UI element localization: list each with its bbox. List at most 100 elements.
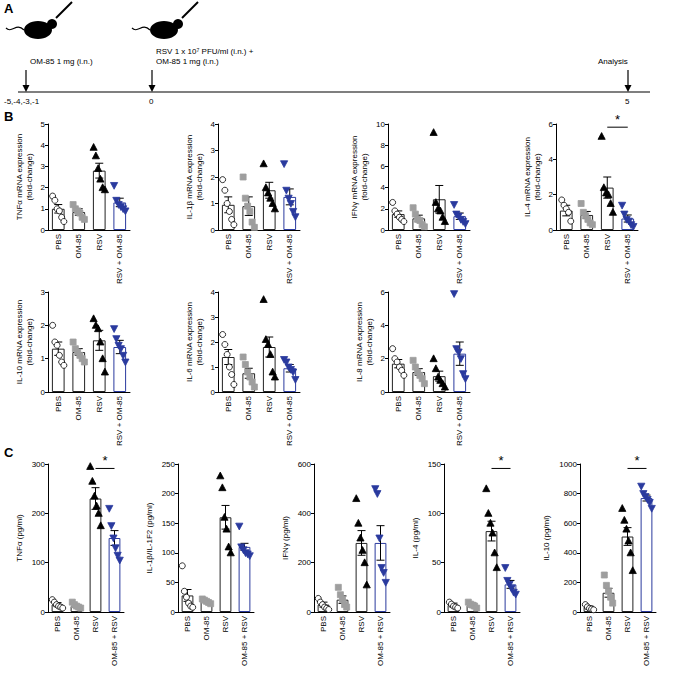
svg-text:*: * bbox=[102, 453, 107, 468]
svg-text:150: 150 bbox=[428, 460, 442, 469]
svg-text:0: 0 bbox=[149, 97, 154, 106]
svg-text:RSV: RSV bbox=[91, 615, 100, 632]
svg-text:TNFα (pg/ml): TNFα (pg/ml) bbox=[15, 514, 24, 562]
svg-text:800: 800 bbox=[564, 489, 578, 498]
svg-text:RSV + OM-85: RSV + OM-85 bbox=[285, 395, 294, 446]
svg-text:PBS: PBS bbox=[54, 234, 63, 250]
svg-text:OM-85: OM-85 bbox=[414, 395, 423, 420]
svg-text:1: 1 bbox=[211, 363, 216, 372]
svg-text:(fold-change): (fold-change) bbox=[533, 153, 542, 200]
svg-text:8: 8 bbox=[381, 141, 386, 150]
svg-text:200: 200 bbox=[32, 509, 46, 518]
svg-text:RSV: RSV bbox=[603, 233, 612, 250]
svg-text:4: 4 bbox=[381, 183, 386, 192]
svg-text:200: 200 bbox=[298, 558, 312, 567]
svg-text:PBS: PBS bbox=[449, 616, 458, 632]
svg-text:OM-85: OM-85 bbox=[74, 395, 83, 420]
svg-text:(fold-change): (fold-change) bbox=[25, 318, 34, 365]
svg-text:100: 100 bbox=[162, 548, 176, 557]
svg-text:4: 4 bbox=[211, 288, 216, 297]
svg-text:OM-85: OM-85 bbox=[468, 615, 477, 640]
svg-text:(fold-change): (fold-change) bbox=[195, 318, 204, 365]
svg-text:B: B bbox=[4, 109, 13, 124]
svg-text:OM-85 + RSV: OM-85 + RSV bbox=[110, 615, 119, 666]
svg-text:PBS: PBS bbox=[224, 234, 233, 250]
svg-text:RSV + OM-85: RSV + OM-85 bbox=[455, 395, 464, 446]
svg-text:RSV + OM-85: RSV + OM-85 bbox=[455, 233, 464, 284]
svg-text:RSV + OM-85: RSV + OM-85 bbox=[623, 233, 632, 284]
svg-text:OM-85: OM-85 bbox=[604, 615, 613, 640]
svg-text:PBS: PBS bbox=[562, 234, 571, 250]
svg-text:0: 0 bbox=[171, 608, 176, 617]
svg-text:IFNγ mRNA expression: IFNγ mRNA expression bbox=[350, 135, 359, 218]
svg-text:6: 6 bbox=[549, 120, 554, 129]
svg-text:*: * bbox=[615, 112, 620, 127]
svg-text:PBS: PBS bbox=[183, 616, 192, 632]
svg-text:OM-85 + RSV: OM-85 + RSV bbox=[506, 615, 515, 666]
svg-text:PBS: PBS bbox=[54, 396, 63, 412]
svg-text:0: 0 bbox=[307, 608, 312, 617]
svg-text:RSV: RSV bbox=[487, 615, 496, 632]
svg-text:0: 0 bbox=[437, 608, 442, 617]
svg-text:RSV: RSV bbox=[435, 395, 444, 412]
svg-text:OM-85: OM-85 bbox=[74, 233, 83, 258]
svg-text:0: 0 bbox=[549, 226, 554, 235]
svg-text:2: 2 bbox=[381, 204, 386, 213]
svg-text:OM-85: OM-85 bbox=[338, 615, 347, 640]
svg-text:RSV: RSV bbox=[357, 615, 366, 632]
svg-text:150: 150 bbox=[162, 519, 176, 528]
svg-text:OM-85 + RSV: OM-85 + RSV bbox=[376, 615, 385, 666]
svg-text:250: 250 bbox=[162, 460, 176, 469]
svg-text:0: 0 bbox=[211, 388, 216, 397]
svg-text:RSV 1 x 10⁷ PFU/ml (i.n.) +: RSV 1 x 10⁷ PFU/ml (i.n.) + bbox=[156, 47, 254, 56]
svg-text:-5,-4,-3,-1: -5,-4,-3,-1 bbox=[4, 97, 40, 106]
svg-text:400: 400 bbox=[298, 509, 312, 518]
svg-text:IL-8 mRNA expression: IL-8 mRNA expression bbox=[355, 302, 364, 382]
svg-text:0: 0 bbox=[381, 226, 386, 235]
svg-text:600: 600 bbox=[564, 519, 578, 528]
svg-text:RSV + OM-85: RSV + OM-85 bbox=[115, 395, 124, 446]
svg-text:IL-4 mRNA expression: IL-4 mRNA expression bbox=[523, 137, 532, 217]
svg-text:2: 2 bbox=[41, 183, 46, 192]
svg-text:RSV + OM-85: RSV + OM-85 bbox=[115, 233, 124, 284]
svg-text:1: 1 bbox=[41, 354, 46, 363]
svg-text:0: 0 bbox=[41, 388, 46, 397]
svg-text:0: 0 bbox=[381, 388, 386, 397]
svg-text:OM-85: OM-85 bbox=[414, 233, 423, 258]
svg-text:OM-85: OM-85 bbox=[72, 615, 81, 640]
svg-text:3: 3 bbox=[41, 162, 46, 171]
svg-text:C: C bbox=[4, 445, 14, 460]
svg-text:2: 2 bbox=[211, 338, 216, 347]
svg-text:6: 6 bbox=[381, 162, 386, 171]
svg-text:2: 2 bbox=[381, 354, 386, 363]
svg-text:A: A bbox=[4, 1, 14, 16]
svg-text:(fold-change): (fold-change) bbox=[365, 318, 374, 365]
svg-text:50: 50 bbox=[432, 558, 441, 567]
svg-text:100: 100 bbox=[32, 558, 46, 567]
svg-text:OM-85 1 mg (i.n.): OM-85 1 mg (i.n.) bbox=[30, 57, 93, 66]
svg-text:4: 4 bbox=[211, 120, 216, 129]
svg-text:RSV: RSV bbox=[435, 233, 444, 250]
svg-text:OM-85: OM-85 bbox=[582, 233, 591, 258]
svg-text:0: 0 bbox=[211, 226, 216, 235]
svg-text:5: 5 bbox=[625, 97, 630, 106]
svg-text:IL-1β/IL-1F2 (pg/ml): IL-1β/IL-1F2 (pg/ml) bbox=[145, 502, 154, 573]
svg-text:RSV: RSV bbox=[265, 233, 274, 250]
svg-text:PBS: PBS bbox=[394, 234, 403, 250]
svg-text:RSV: RSV bbox=[95, 233, 104, 250]
svg-text:100: 100 bbox=[428, 509, 442, 518]
svg-text:PBS: PBS bbox=[224, 396, 233, 412]
svg-text:PBS: PBS bbox=[319, 616, 328, 632]
svg-text:5: 5 bbox=[41, 120, 46, 129]
svg-text:1000: 1000 bbox=[559, 460, 577, 469]
svg-text:0: 0 bbox=[41, 608, 46, 617]
svg-text:IL-1β mRNA expression: IL-1β mRNA expression bbox=[185, 135, 194, 220]
svg-text:4: 4 bbox=[41, 141, 46, 150]
svg-text:200: 200 bbox=[564, 578, 578, 587]
svg-text:10: 10 bbox=[376, 120, 385, 129]
svg-text:1: 1 bbox=[41, 204, 46, 213]
svg-text:Analysis: Analysis bbox=[598, 57, 628, 66]
svg-text:50: 50 bbox=[166, 578, 175, 587]
svg-text:300: 300 bbox=[32, 460, 46, 469]
svg-text:OM-85: OM-85 bbox=[244, 233, 253, 258]
